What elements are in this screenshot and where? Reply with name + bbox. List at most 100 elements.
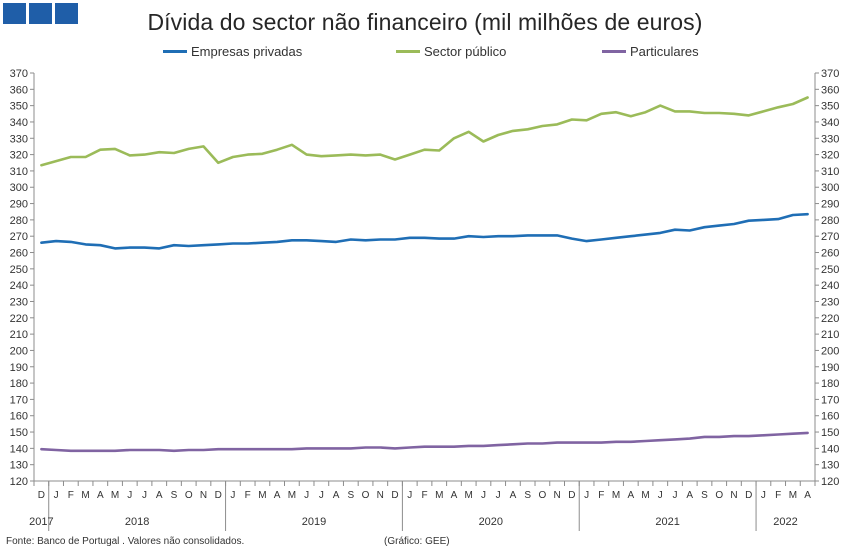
gee-logo xyxy=(3,3,78,24)
year-label: 2017 xyxy=(29,516,53,528)
y-tick-label: 330 xyxy=(821,133,839,145)
y-tick-label: 280 xyxy=(821,215,839,227)
x-tick-label: A xyxy=(451,490,458,501)
x-tick-label: D xyxy=(215,490,222,501)
y-tick-label: 370 xyxy=(821,68,839,80)
x-tick-label: M xyxy=(789,490,797,501)
y-tick-label: 220 xyxy=(10,313,28,325)
credit-note: (Gráfico: GEE) xyxy=(384,536,450,547)
x-tick-label: A xyxy=(686,490,693,501)
source-note: Fonte: Banco de Portugal . Valores não c… xyxy=(6,536,245,547)
x-tick-label: S xyxy=(524,490,531,501)
y-tick-label: 210 xyxy=(10,329,28,341)
y-tick-label: 140 xyxy=(821,443,839,455)
x-tick-label: M xyxy=(435,490,443,501)
x-tick-label: M xyxy=(641,490,649,501)
x-tick-label: J xyxy=(230,490,235,501)
x-tick-label: J xyxy=(496,490,501,501)
y-tick-label: 130 xyxy=(821,460,839,472)
x-tick-label: N xyxy=(377,490,384,501)
y-tick-label: 150 xyxy=(821,427,839,439)
x-tick-label: D xyxy=(38,490,45,501)
x-tick-label: D xyxy=(568,490,575,501)
y-tick-label: 200 xyxy=(821,345,839,357)
y-tick-label: 350 xyxy=(821,101,839,113)
year-label: 2018 xyxy=(125,516,149,528)
x-tick-label: N xyxy=(554,490,561,501)
y-tick-label: 360 xyxy=(10,84,28,96)
y-tick-label: 160 xyxy=(10,411,28,423)
x-tick-label: O xyxy=(185,490,193,501)
legend-label: Sector público xyxy=(424,44,507,59)
y-tick-label: 170 xyxy=(821,394,839,406)
logo-square xyxy=(55,3,78,24)
y-tick-label: 280 xyxy=(10,215,28,227)
y-tick-label: 230 xyxy=(821,296,839,308)
y-tick-label: 220 xyxy=(821,313,839,325)
y-tick-label: 230 xyxy=(10,296,28,308)
year-label: 2020 xyxy=(479,516,503,528)
y-tick-label: 250 xyxy=(10,264,28,276)
x-tick-label: J xyxy=(407,490,412,501)
x-tick-label: N xyxy=(730,490,737,501)
logo-square xyxy=(3,3,26,24)
y-tick-label: 190 xyxy=(821,362,839,374)
legend-swatch xyxy=(602,50,626,53)
x-tick-label: F xyxy=(775,490,781,501)
y-tick-label: 350 xyxy=(10,101,28,113)
y-tick-label: 130 xyxy=(10,460,28,472)
y-tick-label: 240 xyxy=(821,280,839,292)
x-tick-label: J xyxy=(673,490,678,501)
x-tick-label: N xyxy=(200,490,207,501)
x-tick-label: F xyxy=(68,490,74,501)
x-tick-label: D xyxy=(391,490,398,501)
x-tick-label: F xyxy=(598,490,604,501)
y-tick-label: 180 xyxy=(10,378,28,390)
x-tick-label: A xyxy=(156,490,163,501)
x-tick-label: M xyxy=(258,490,266,501)
y-tick-label: 340 xyxy=(821,117,839,129)
y-tick-label: 200 xyxy=(10,345,28,357)
y-tick-label: 290 xyxy=(821,199,839,211)
y-tick-label: 210 xyxy=(821,329,839,341)
y-tick-label: 270 xyxy=(10,231,28,243)
y-tick-label: 320 xyxy=(821,150,839,162)
x-tick-label: M xyxy=(288,490,296,501)
y-tick-label: 270 xyxy=(821,231,839,243)
y-tick-label: 140 xyxy=(10,443,28,455)
x-tick-label: J xyxy=(127,490,132,501)
x-tick-label: A xyxy=(510,490,517,501)
y-tick-label: 340 xyxy=(10,117,28,129)
year-label: 2022 xyxy=(773,516,797,528)
x-tick-label: J xyxy=(54,490,59,501)
x-tick-label: D xyxy=(745,490,752,501)
y-tick-label: 170 xyxy=(10,394,28,406)
x-tick-label: S xyxy=(701,490,708,501)
y-tick-label: 320 xyxy=(10,150,28,162)
x-tick-label: M xyxy=(111,490,119,501)
y-tick-label: 250 xyxy=(821,264,839,276)
legend-item-publico: Sector público xyxy=(396,44,506,59)
x-tick-label: O xyxy=(715,490,723,501)
x-tick-label: J xyxy=(304,490,309,501)
y-tick-label: 150 xyxy=(10,427,28,439)
y-tick-label: 120 xyxy=(821,476,839,488)
x-tick-label: M xyxy=(81,490,89,501)
y-tick-label: 260 xyxy=(10,248,28,260)
y-tick-label: 290 xyxy=(10,199,28,211)
chart-title: Dívida do sector não financeiro (mil mil… xyxy=(147,9,703,35)
legend-label: Particulares xyxy=(630,44,699,59)
legend-label: Empresas privadas xyxy=(191,44,303,59)
y-tick-label: 120 xyxy=(10,476,28,488)
legend-swatch xyxy=(396,50,420,53)
y-tick-label: 310 xyxy=(10,166,28,178)
x-tick-label: F xyxy=(421,490,427,501)
y-tick-label: 310 xyxy=(821,166,839,178)
empresas-privadas-line xyxy=(40,212,809,250)
x-tick-label: O xyxy=(538,490,546,501)
y-tick-label: 160 xyxy=(821,411,839,423)
x-tick-label: O xyxy=(362,490,370,501)
legend-swatch xyxy=(163,50,187,53)
y-tick-label: 300 xyxy=(10,182,28,194)
